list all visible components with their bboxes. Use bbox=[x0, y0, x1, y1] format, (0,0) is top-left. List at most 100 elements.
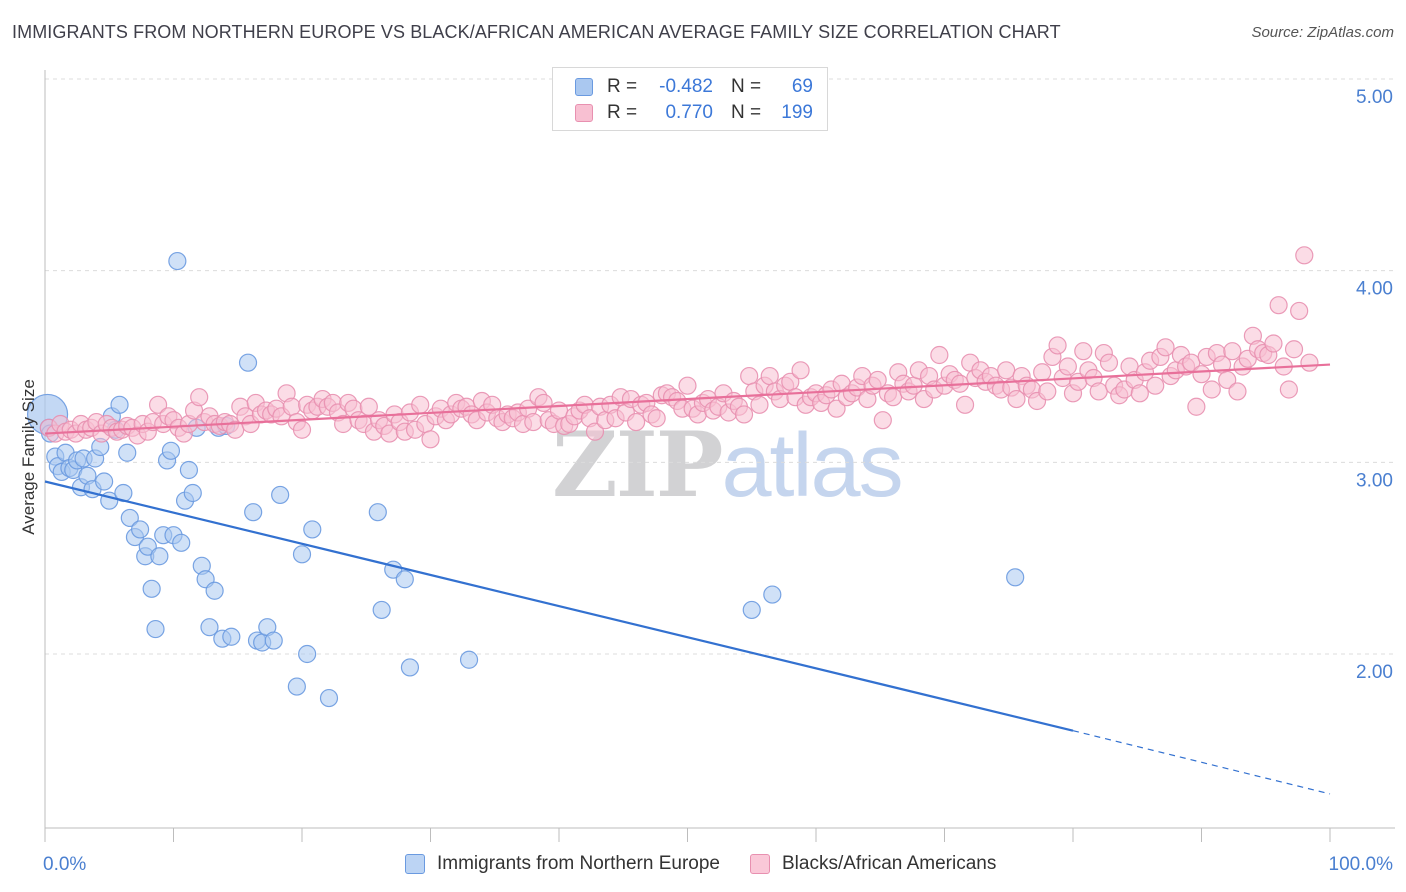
legend-n-value: 199 bbox=[781, 102, 813, 123]
point-immigrants bbox=[95, 472, 114, 491]
point-blacks bbox=[740, 366, 759, 386]
point-blacks bbox=[1223, 342, 1242, 361]
point-immigrants bbox=[742, 600, 761, 620]
bottom-legend-swatch-blacks bbox=[750, 854, 770, 874]
legend: R = -0.482 N = 69 R = 0.770 N = 199 bbox=[552, 67, 828, 131]
y-tick-label: 5.00 bbox=[1356, 87, 1393, 108]
point-blacks bbox=[1187, 397, 1206, 416]
point-immigrants bbox=[110, 395, 129, 414]
point-immigrants bbox=[205, 581, 224, 600]
point-blacks bbox=[997, 361, 1016, 380]
point-immigrants bbox=[130, 520, 150, 539]
trend-line-blacks bbox=[44, 363, 1331, 435]
point-immigrants bbox=[161, 441, 181, 460]
bottom-legend-item-immigrants: Immigrants from Northern Europe bbox=[405, 853, 720, 875]
point-immigrants bbox=[303, 520, 322, 539]
point-blacks bbox=[734, 405, 754, 424]
legend-row-immigrants: R = -0.482 N = 69 bbox=[575, 75, 813, 99]
point-blacks bbox=[421, 430, 440, 449]
point-blacks bbox=[750, 395, 769, 414]
legend-r-label: R = bbox=[607, 102, 638, 123]
point-immigrants bbox=[395, 570, 414, 589]
point-immigrants bbox=[150, 547, 169, 566]
point-blacks bbox=[1300, 353, 1319, 372]
point-immigrants bbox=[292, 545, 312, 564]
point-blacks bbox=[411, 395, 430, 414]
bottom-legend-swatch-immigrants bbox=[405, 854, 425, 874]
y-axis-label: Average Family Size bbox=[19, 379, 38, 535]
y-tick-label: 2.00 bbox=[1356, 662, 1393, 683]
point-blacks bbox=[1290, 301, 1309, 321]
point-blacks bbox=[1007, 389, 1026, 409]
legend-r-value: 0.770 bbox=[665, 102, 713, 123]
x-tick-label-min: 0.0% bbox=[43, 854, 86, 875]
axes bbox=[44, 70, 1395, 842]
point-blacks bbox=[647, 409, 666, 428]
point-blacks bbox=[1264, 334, 1283, 353]
point-immigrants bbox=[287, 677, 306, 696]
point-immigrants bbox=[183, 483, 202, 503]
legend-swatch-blacks bbox=[575, 104, 593, 122]
point-blacks bbox=[1228, 382, 1247, 401]
legend-n-label: N = bbox=[731, 102, 762, 123]
x-tick-label-max: 100.0% bbox=[1329, 854, 1394, 875]
point-blacks bbox=[1295, 246, 1314, 265]
chart-title: IMMIGRANTS FROM NORTHERN EUROPE VS BLACK… bbox=[12, 22, 1061, 42]
y-tick-label: 4.00 bbox=[1356, 279, 1393, 300]
point-immigrants bbox=[298, 644, 317, 664]
trend-lines bbox=[44, 363, 1331, 795]
point-blacks bbox=[282, 397, 301, 416]
point-blacks bbox=[1279, 380, 1298, 399]
tick-labels: 2.00 3.00 4.00 5.00 0.0% 100.0% bbox=[43, 87, 1393, 875]
point-blacks bbox=[190, 388, 209, 407]
point-immigrants bbox=[118, 443, 137, 462]
legend-r-value: -0.482 bbox=[659, 76, 713, 97]
bottom-legend-label-immigrants: Immigrants from Northern Europe bbox=[437, 853, 720, 874]
point-blacks bbox=[678, 376, 697, 395]
point-immigrants bbox=[172, 533, 191, 552]
point-blacks bbox=[760, 366, 779, 386]
bottom-legend-item-blacks: Blacks/African Americans bbox=[750, 853, 996, 875]
point-immigrants bbox=[372, 600, 391, 620]
series-blacks-points bbox=[39, 246, 1319, 449]
point-immigrants bbox=[142, 579, 161, 598]
point-blacks bbox=[1218, 370, 1237, 390]
point-immigrants bbox=[271, 485, 290, 505]
point-immigrants bbox=[400, 658, 420, 677]
point-immigrants bbox=[763, 585, 782, 604]
point-immigrants bbox=[168, 251, 187, 271]
point-immigrants bbox=[238, 353, 258, 372]
point-blacks bbox=[827, 399, 846, 418]
legend-r-label: R = bbox=[607, 76, 638, 97]
point-blacks bbox=[1038, 382, 1057, 401]
point-blacks bbox=[1089, 382, 1108, 401]
point-blacks bbox=[1130, 384, 1149, 403]
point-blacks bbox=[585, 422, 605, 441]
point-blacks bbox=[524, 412, 543, 432]
point-immigrants bbox=[200, 618, 219, 637]
point-immigrants bbox=[244, 503, 263, 522]
point-immigrants bbox=[264, 631, 283, 650]
point-blacks bbox=[292, 420, 312, 439]
point-blacks bbox=[1058, 357, 1077, 376]
trend-line-immigrants bbox=[44, 480, 1074, 732]
trend-line-immigrants-extension bbox=[1072, 730, 1331, 795]
series-immigrants-points bbox=[26, 251, 1025, 708]
point-blacks bbox=[930, 345, 949, 365]
legend-row-blacks: R = 0.770 N = 199 bbox=[575, 101, 813, 125]
point-blacks bbox=[873, 411, 892, 430]
point-immigrants bbox=[459, 650, 479, 669]
point-blacks bbox=[1146, 376, 1165, 395]
point-immigrants bbox=[368, 503, 387, 522]
point-blacks bbox=[1099, 353, 1119, 372]
point-blacks bbox=[1048, 336, 1067, 355]
legend-n-label: N = bbox=[731, 76, 762, 97]
point-blacks bbox=[1202, 380, 1221, 399]
point-immigrants bbox=[222, 627, 241, 646]
point-blacks bbox=[534, 393, 553, 413]
point-immigrants bbox=[120, 508, 139, 528]
point-blacks bbox=[1269, 296, 1288, 315]
legend-n-value: 69 bbox=[791, 76, 813, 97]
point-blacks bbox=[1284, 340, 1304, 359]
